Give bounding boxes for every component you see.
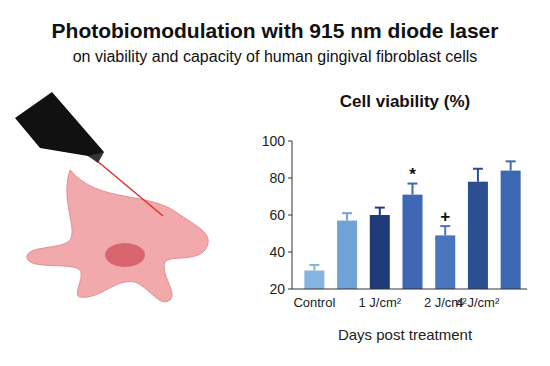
- error-cap: [506, 160, 516, 162]
- laser-beam: [96, 160, 163, 216]
- cell-nucleus: [105, 243, 145, 267]
- error-bar: [440, 226, 450, 235]
- x-tick-label: 4 J/cm²: [457, 295, 500, 310]
- y-tick: [288, 178, 292, 179]
- y-tick: [288, 215, 292, 216]
- bar: [403, 195, 423, 289]
- error-bar: [408, 184, 418, 195]
- chart-title: Cell viability (%): [340, 92, 470, 111]
- y-tick-label: 100: [262, 133, 286, 149]
- x-axis: [292, 289, 527, 290]
- bar: [337, 221, 357, 289]
- y-tick: [288, 289, 292, 290]
- annotation: +: [440, 207, 450, 226]
- bar: [468, 182, 488, 289]
- y-tick: [288, 141, 292, 142]
- error-bar: [342, 213, 352, 220]
- bar: [304, 271, 324, 290]
- x-tick-label: 1 J/cm²: [358, 295, 401, 310]
- error-stem: [412, 184, 414, 195]
- error-cap: [375, 207, 385, 209]
- error-bar: [375, 208, 385, 215]
- y-tick-label: 40: [269, 244, 285, 260]
- error-cap: [473, 168, 483, 170]
- bars: [304, 161, 520, 289]
- page-title: Photobiomodulation with 915 nm diode las…: [52, 19, 499, 42]
- page-subtitle: on viability and capacity of human gingi…: [73, 48, 478, 65]
- x-axis-label: Days post treatment: [338, 326, 473, 343]
- error-bar: [473, 169, 483, 182]
- y-tick-label: 80: [269, 170, 285, 186]
- error-cap: [309, 264, 319, 266]
- y-tick-label: 60: [269, 207, 285, 223]
- laser-handpiece: [15, 92, 104, 160]
- bar: [501, 171, 521, 289]
- error-stem: [379, 208, 381, 215]
- y-tick: [288, 252, 292, 253]
- y-axis: [292, 141, 293, 289]
- error-stem: [346, 213, 348, 220]
- illustration: [15, 92, 208, 302]
- x-tick-label: Control: [293, 295, 335, 310]
- error-stem: [510, 161, 512, 170]
- bar: [370, 215, 390, 289]
- page: Photobiomodulation with 915 nm diode las…: [0, 0, 550, 366]
- error-stem: [444, 226, 446, 235]
- cell: [27, 170, 208, 302]
- error-stem: [477, 169, 479, 182]
- error-cap: [342, 212, 352, 214]
- y-tick-label: 20: [269, 281, 285, 297]
- bar: [435, 235, 455, 289]
- error-bar: [506, 161, 516, 170]
- error-bar: [309, 265, 319, 271]
- laser-tip: [88, 152, 104, 163]
- annotation: *: [409, 165, 416, 184]
